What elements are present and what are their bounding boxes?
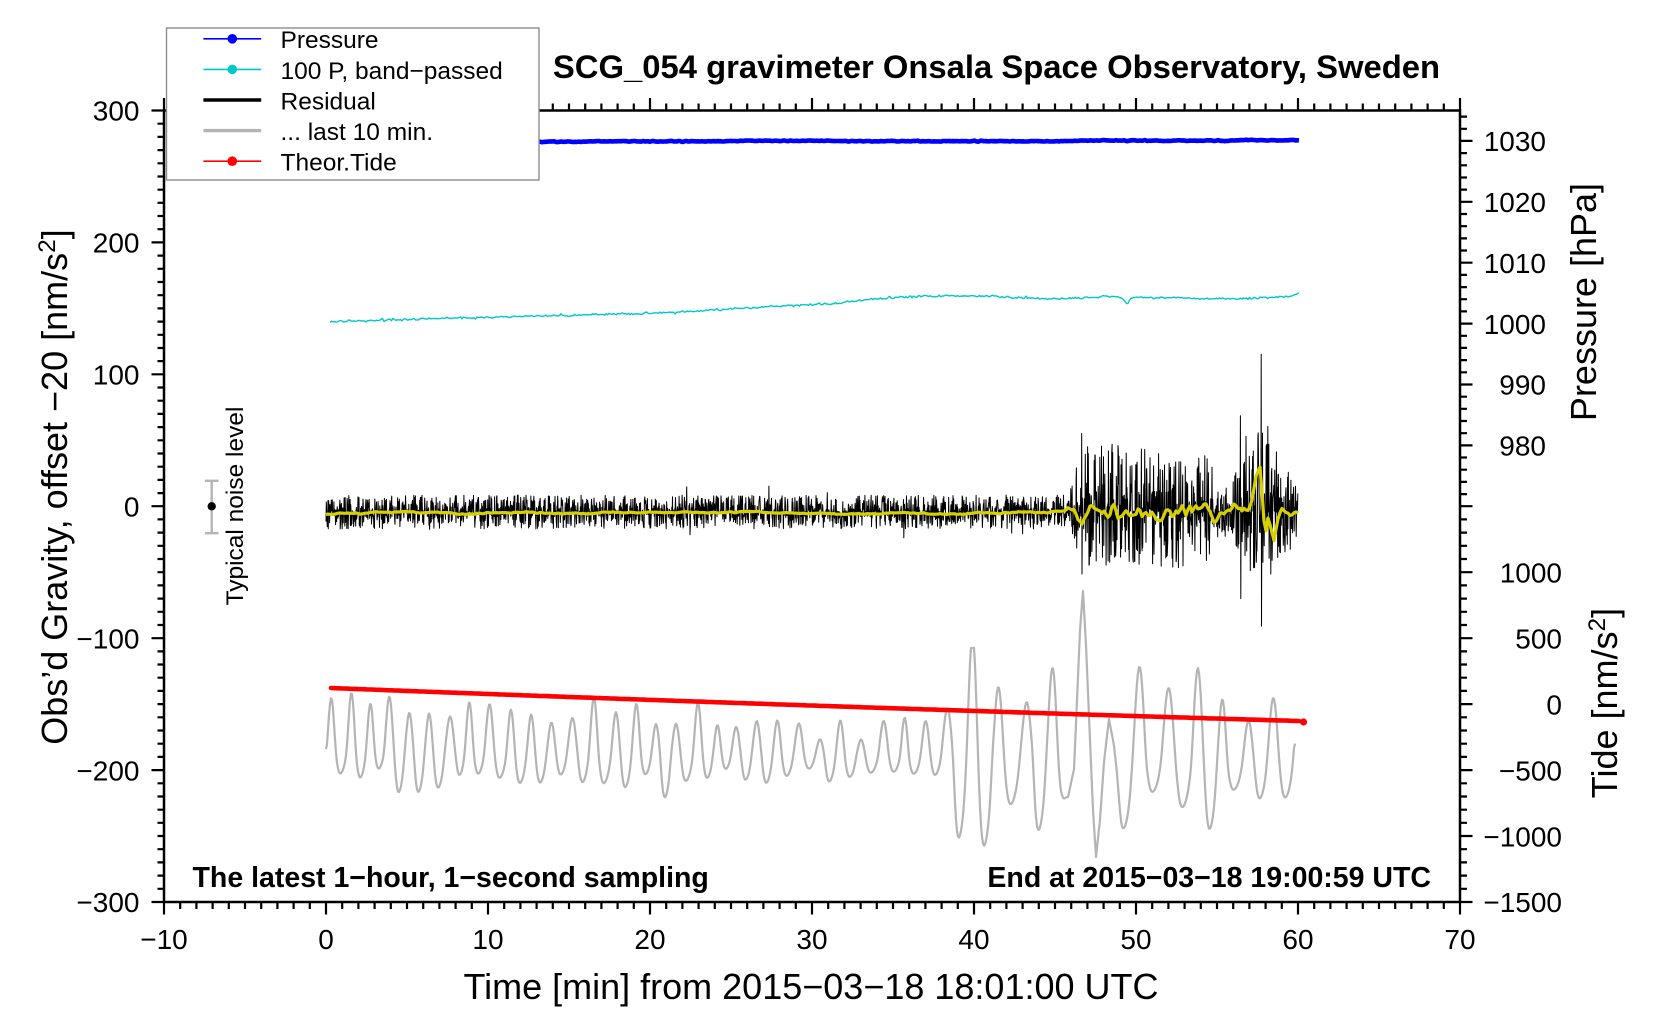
svg-text:−500: −500	[1499, 755, 1562, 786]
svg-text:0: 0	[124, 491, 140, 522]
svg-text:0: 0	[1546, 689, 1562, 720]
svg-text:100 P, band−passed: 100 P, band−passed	[281, 58, 503, 85]
svg-text:20: 20	[634, 924, 665, 955]
svg-text:Tide [nm/s2]: Tide [nm/s2]	[1584, 608, 1625, 798]
svg-text:Residual: Residual	[281, 88, 376, 115]
svg-text:−1000: −1000	[1483, 821, 1562, 852]
svg-text:1010: 1010	[1484, 248, 1546, 279]
svg-text:0: 0	[318, 924, 334, 955]
svg-text:300: 300	[93, 96, 140, 127]
svg-text:50: 50	[1120, 924, 1151, 955]
svg-text:Time [min] from 2015−03−18 18:: Time [min] from 2015−03−18 18:01:00 UTC	[463, 966, 1158, 1007]
svg-text:1000: 1000	[1500, 557, 1562, 588]
svg-text:200: 200	[93, 228, 140, 259]
svg-text:1030: 1030	[1484, 126, 1546, 157]
svg-text:500: 500	[1515, 623, 1562, 654]
svg-text:1000: 1000	[1484, 309, 1546, 340]
svg-text:70: 70	[1444, 924, 1475, 955]
svg-text:1020: 1020	[1484, 187, 1546, 218]
svg-text:980: 980	[1499, 431, 1546, 462]
svg-text:40: 40	[958, 924, 989, 955]
svg-text:60: 60	[1282, 924, 1313, 955]
svg-text:End at 2015−03−18 19:00:59 UTC: End at 2015−03−18 19:00:59 UTC	[987, 862, 1431, 894]
svg-text:Pressure [hPa]: Pressure [hPa]	[1563, 183, 1604, 421]
svg-text:The latest 1−hour, 1−second sa: The latest 1−hour, 1−second sampling	[193, 862, 709, 894]
svg-text:Theor.Tide: Theor.Tide	[281, 150, 397, 177]
svg-text:−10: −10	[140, 924, 188, 955]
svg-text:−100: −100	[76, 623, 139, 654]
svg-text:−1500: −1500	[1483, 887, 1562, 918]
svg-text:100: 100	[93, 360, 140, 391]
svg-text:990: 990	[1499, 370, 1546, 401]
svg-text:SCG_054 gravimeter Onsala Spac: SCG_054 gravimeter Onsala Space Observat…	[553, 48, 1440, 85]
svg-text:Typical noise level: Typical noise level	[222, 407, 249, 606]
svg-text:−300: −300	[76, 887, 139, 918]
svg-text:10: 10	[472, 924, 503, 955]
svg-text:−200: −200	[76, 755, 139, 786]
svg-text:... last 10 min.: ... last 10 min.	[281, 119, 434, 146]
svg-text:Pressure: Pressure	[281, 27, 379, 54]
svg-text:30: 30	[796, 924, 827, 955]
svg-text:Obs’d Gravity, offset −20 [nm/: Obs’d Gravity, offset −20 [nm/s2]	[34, 229, 75, 745]
